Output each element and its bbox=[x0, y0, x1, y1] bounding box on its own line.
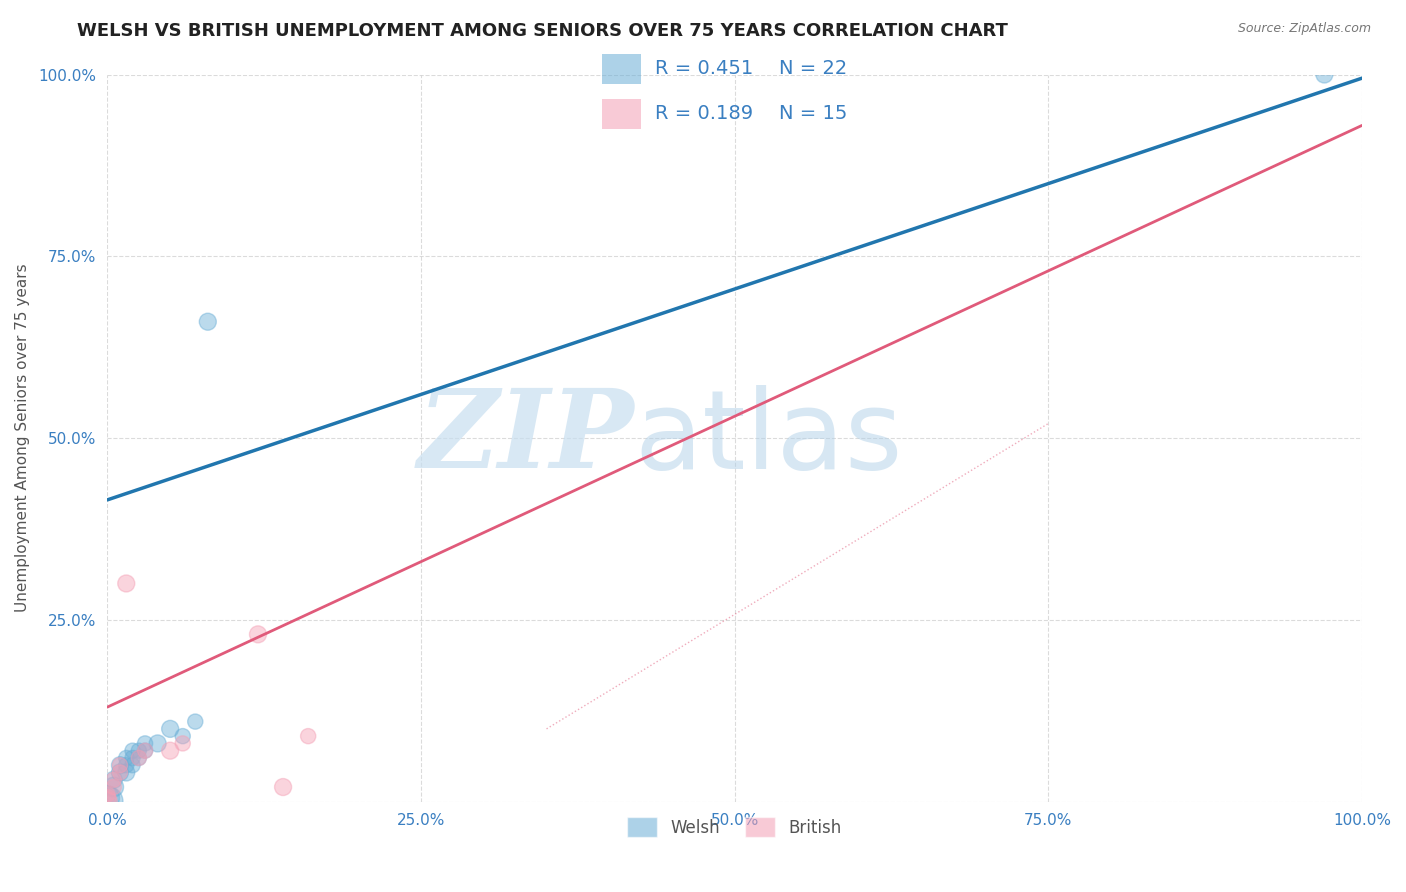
Point bbox=[108, 765, 131, 780]
Text: R = 0.451: R = 0.451 bbox=[655, 60, 754, 78]
Point bbox=[96, 795, 118, 809]
Text: N = 22: N = 22 bbox=[779, 60, 848, 78]
Point bbox=[121, 758, 143, 772]
Text: Source: ZipAtlas.com: Source: ZipAtlas.com bbox=[1237, 22, 1371, 36]
Point bbox=[115, 751, 138, 765]
Point bbox=[128, 744, 150, 758]
Point bbox=[246, 627, 269, 641]
Point bbox=[103, 780, 125, 794]
Point bbox=[108, 758, 131, 772]
Text: atlas: atlas bbox=[634, 384, 903, 491]
Point bbox=[96, 787, 118, 801]
Point bbox=[184, 714, 207, 729]
Text: N = 15: N = 15 bbox=[779, 104, 848, 123]
Point bbox=[172, 736, 194, 750]
FancyBboxPatch shape bbox=[602, 99, 641, 129]
Point bbox=[115, 576, 138, 591]
Point bbox=[96, 791, 118, 805]
Text: R = 0.189: R = 0.189 bbox=[655, 104, 754, 123]
Point bbox=[128, 751, 150, 765]
Point bbox=[108, 758, 131, 772]
Point bbox=[103, 772, 125, 787]
Point bbox=[115, 765, 138, 780]
Point bbox=[96, 795, 118, 809]
Text: WELSH VS BRITISH UNEMPLOYMENT AMONG SENIORS OVER 75 YEARS CORRELATION CHART: WELSH VS BRITISH UNEMPLOYMENT AMONG SENI… bbox=[77, 22, 1008, 40]
Point bbox=[297, 729, 319, 743]
Point bbox=[271, 780, 294, 794]
Point bbox=[108, 765, 131, 780]
Point bbox=[172, 729, 194, 743]
Point bbox=[159, 744, 181, 758]
Point bbox=[1313, 68, 1336, 82]
Y-axis label: Unemployment Among Seniors over 75 years: Unemployment Among Seniors over 75 years bbox=[15, 264, 30, 613]
Point bbox=[146, 736, 169, 750]
Text: ZIP: ZIP bbox=[418, 384, 634, 491]
Point bbox=[128, 751, 150, 765]
FancyBboxPatch shape bbox=[602, 54, 641, 84]
Point bbox=[159, 722, 181, 736]
Point bbox=[197, 315, 219, 329]
Point bbox=[103, 780, 125, 794]
Point bbox=[115, 758, 138, 772]
Point bbox=[103, 772, 125, 787]
Point bbox=[96, 791, 118, 805]
Point bbox=[134, 736, 156, 750]
Point bbox=[121, 751, 143, 765]
Point bbox=[134, 744, 156, 758]
Point bbox=[134, 744, 156, 758]
Legend: Welsh, British: Welsh, British bbox=[621, 811, 849, 844]
Point bbox=[121, 744, 143, 758]
